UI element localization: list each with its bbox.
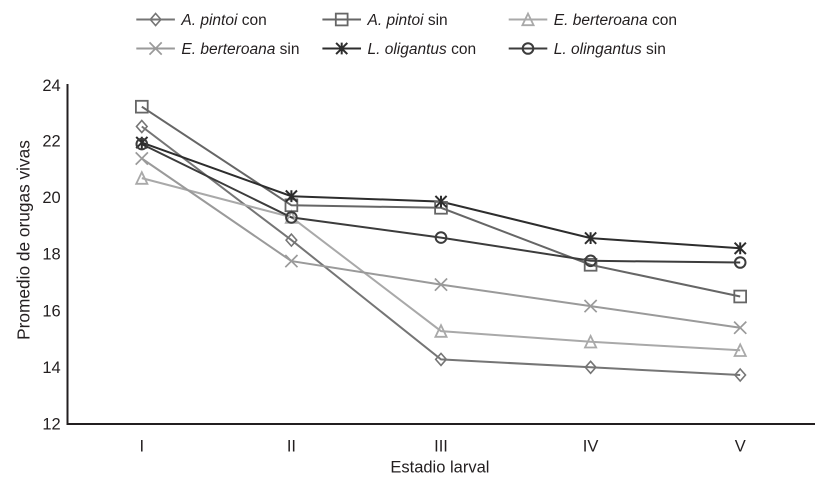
svg-text:22: 22 — [42, 132, 60, 150]
svg-text:E. berteroana con: E. berteroana con — [554, 12, 677, 29]
svg-text:III: III — [434, 437, 448, 455]
svg-text:L. oligantus con: L. oligantus con — [368, 41, 477, 58]
svg-text:I: I — [140, 437, 145, 455]
svg-text:II: II — [287, 437, 296, 455]
svg-text:V: V — [735, 437, 746, 455]
svg-text:Estadio larval: Estadio larval — [390, 459, 489, 477]
svg-text:A. pintoi sin: A. pintoi sin — [367, 12, 448, 29]
svg-text:A. pintoi con: A. pintoi con — [180, 12, 266, 29]
svg-text:24: 24 — [42, 77, 60, 95]
svg-text:12: 12 — [42, 416, 60, 434]
svg-text:IV: IV — [583, 437, 599, 455]
svg-text:E. berteroana sin: E. berteroana sin — [181, 41, 299, 58]
svg-text:20: 20 — [42, 189, 60, 207]
svg-text:14: 14 — [42, 359, 60, 377]
svg-text:L. olingantus sin: L. olingantus sin — [554, 41, 666, 58]
svg-text:16: 16 — [42, 302, 60, 320]
svg-text:Promedio de orugas vivas: Promedio de orugas vivas — [14, 140, 34, 340]
svg-text:18: 18 — [42, 246, 60, 264]
